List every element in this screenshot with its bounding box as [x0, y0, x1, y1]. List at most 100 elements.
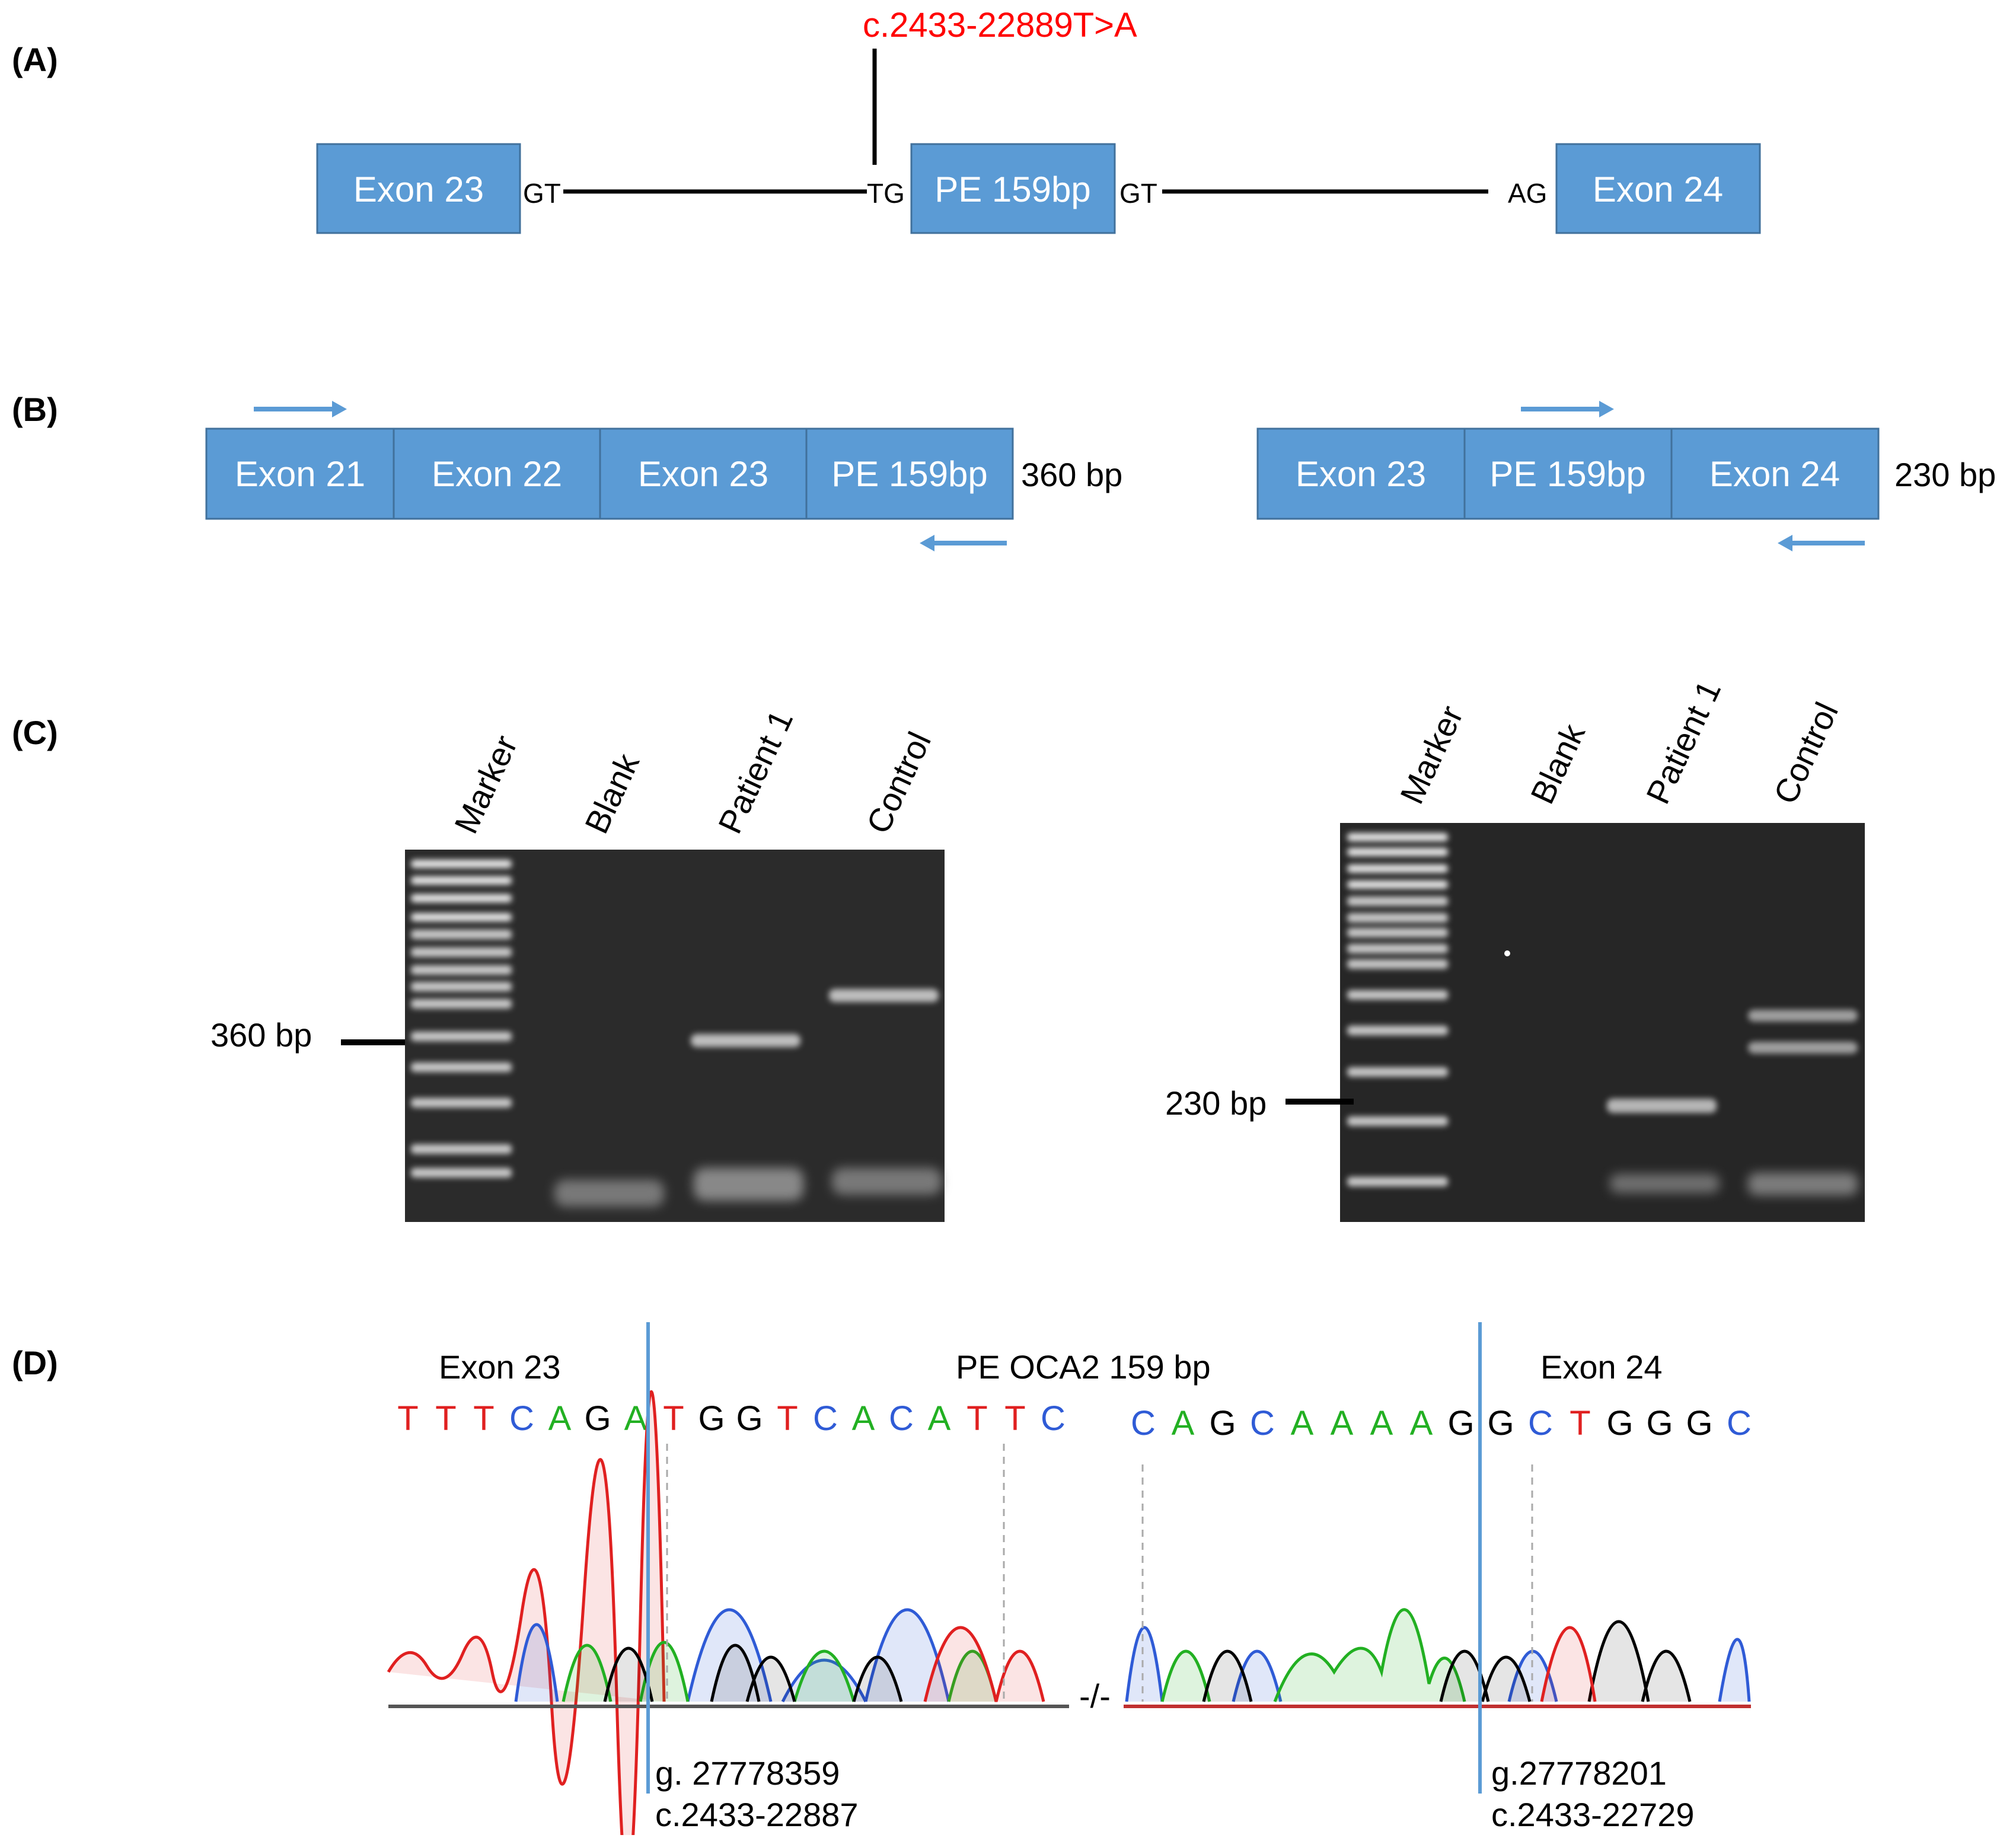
sequence-break-symbol: -/-	[1079, 1677, 1111, 1715]
gel-left-ladder-band	[411, 1062, 512, 1072]
sequence-right-base: C	[1528, 1404, 1553, 1443]
sequence-left-base: G	[698, 1399, 725, 1438]
sequence-left-base: T	[966, 1399, 987, 1438]
b-left-exon-22-label: Exon 22	[432, 454, 562, 494]
sequence-right-base: G	[1447, 1404, 1474, 1443]
b-left-exon-21	[205, 427, 395, 520]
gel-left-ladder-band	[411, 894, 512, 902]
gel-right-ladder-band	[1347, 833, 1448, 841]
gel-left-ladder-band	[411, 1098, 512, 1108]
b-right-size: 230 bp	[1894, 456, 1996, 493]
sequence-right-base: A	[1172, 1404, 1195, 1443]
gel-right-ladder	[1347, 833, 1448, 1186]
gel-left-ladder-band	[411, 913, 512, 921]
sequence-right-base: A	[1370, 1404, 1393, 1443]
splice-site-gt-1: GT	[523, 178, 561, 209]
gel-right-control-primer-dimer	[1748, 1173, 1858, 1195]
splice-site-ag: AG	[1508, 178, 1547, 209]
b-right-forward-primer-arrowhead	[1599, 401, 1614, 417]
gel-right-patient-band	[1607, 1099, 1717, 1113]
trace-black-left	[603, 1644, 903, 1702]
exon-23-label: Exon 23	[353, 170, 484, 209]
gel-right-lane-control: Control	[1766, 697, 1845, 809]
gel-left-bands	[554, 989, 942, 1207]
gel-left-lane-marker: Marker	[447, 730, 525, 840]
sequence-left-base: G	[736, 1399, 763, 1438]
gel-left-patient-primer-dimer	[694, 1168, 803, 1201]
gel-right-ladder-band	[1347, 959, 1448, 969]
gel-right-ladder-band	[1347, 990, 1448, 1000]
gel-left-ladder-band	[411, 1144, 512, 1154]
sequence-right-base: G	[1646, 1404, 1673, 1443]
gel-right	[1340, 823, 1865, 1222]
gel-right-ladder-band	[1347, 1026, 1448, 1035]
region-exon-23-label: Exon 23	[439, 1348, 561, 1386]
gel-right-ladder-band	[1347, 1177, 1448, 1186]
coord-left-cdna: c.2433-22887	[655, 1796, 859, 1833]
b-right-exon-24-label: Exon 24	[1709, 454, 1840, 494]
trace-black-right	[1202, 1620, 1692, 1702]
gel-left-ladder-band	[411, 999, 512, 1009]
chromatogram-left	[387, 1390, 1069, 1838]
panel-b-label: (B)	[12, 391, 58, 428]
coord-right-genomic: g.27778201	[1491, 1754, 1667, 1792]
sequence-right-base: C	[1250, 1404, 1275, 1443]
sequence-right-base: A	[1291, 1404, 1314, 1443]
sequence-left-base: T	[473, 1399, 494, 1438]
gel-left-ladder-band	[411, 982, 512, 991]
trace-green-right	[1160, 1608, 1466, 1702]
splice-site-gt-2: GT	[1119, 178, 1157, 209]
gel-right-lane-blank: Blank	[1523, 718, 1593, 809]
exon-24-box	[1555, 143, 1761, 234]
gel-left-ladder-band	[411, 876, 512, 885]
sequence-left-base: A	[548, 1399, 572, 1438]
b-left-pe-label: PE 159bp	[831, 454, 988, 494]
b-left-forward-primer-arrowhead	[332, 401, 347, 417]
b-left-exon-21-label: Exon 21	[235, 454, 365, 494]
gel-left-ladder-band	[411, 1032, 512, 1041]
gel-right-ladder-band	[1347, 880, 1448, 889]
gel-right-ladder-band	[1347, 1116, 1448, 1126]
trace-red-left	[387, 1390, 666, 1838]
trace-red-left-2	[923, 1626, 1045, 1702]
sequence-right-base: G	[1686, 1404, 1712, 1443]
sequence-left-base: A	[928, 1399, 951, 1438]
sequence-left-base: C	[889, 1399, 914, 1438]
sequence-right-base: T	[1570, 1404, 1590, 1443]
b-left-exon-23	[599, 427, 808, 520]
b-left-size: 360 bp	[1021, 456, 1122, 493]
trace-blue-left	[514, 1608, 950, 1703]
gel-right-patient-primer-dimer	[1610, 1174, 1720, 1193]
gel-right-lane-patient: Patient 1	[1639, 675, 1728, 809]
gel-left-lane-blank: Blank	[578, 748, 647, 839]
sequence-left-base: A	[852, 1399, 875, 1438]
sequence-left-base: T	[435, 1399, 456, 1438]
trace-red-right	[1540, 1626, 1597, 1702]
sequence-right-base: C	[1131, 1404, 1156, 1443]
b-right-pe	[1463, 427, 1673, 520]
exon-24-label: Exon 24	[1593, 170, 1723, 209]
pe-box	[910, 143, 1116, 234]
sequence-right-base: A	[1410, 1404, 1433, 1443]
gel-right-lane-marker: Marker	[1393, 700, 1470, 810]
trace-green-left	[562, 1641, 998, 1702]
chromatogram-right	[1124, 1608, 1751, 1708]
gel-left-size-marker: 360 bp	[210, 1016, 312, 1054]
gel-left-control-primer-dimer	[832, 1168, 942, 1195]
gel-right-ladder-band	[1347, 944, 1448, 953]
b-left-reverse-primer-arrowhead	[920, 535, 934, 551]
gel-right-bands	[1504, 950, 1858, 1195]
gel-left-ladder-band	[411, 965, 512, 975]
gel-left-ladder-band	[411, 860, 512, 868]
sequence-right-base: G	[1606, 1404, 1633, 1443]
b-right-pe-label: PE 159bp	[1489, 454, 1646, 494]
sequence-left-base: G	[584, 1399, 611, 1438]
gel-left-ladder-band	[411, 930, 512, 939]
gel-left-ladder-band	[411, 947, 512, 957]
region-pe-label: PE OCA2 159 bp	[956, 1348, 1211, 1386]
sequence-right-base: G	[1487, 1404, 1514, 1443]
gel-right-ladder-band	[1347, 1067, 1448, 1077]
